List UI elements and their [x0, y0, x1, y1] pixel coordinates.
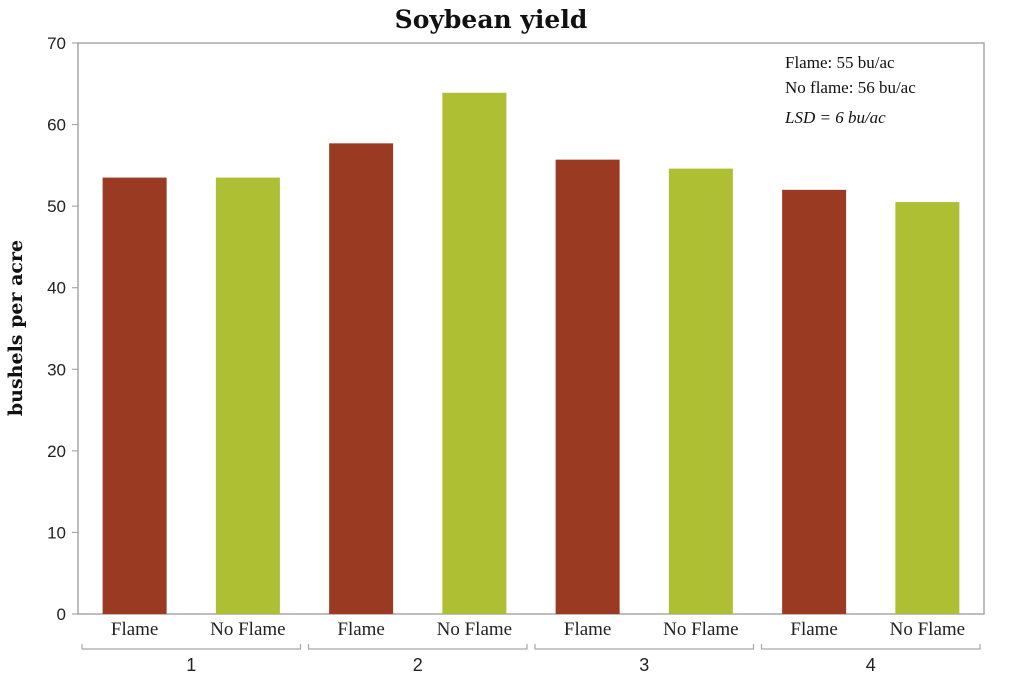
x-category-label: Flame: [564, 619, 612, 640]
group-labels: 1 2 3 4: [81, 644, 981, 675]
y-tick-label: 50: [47, 197, 66, 216]
chart-title: Soybean yield: [395, 5, 588, 34]
group-bracket: [81, 644, 302, 650]
bar: [215, 177, 280, 615]
group-label: 3: [639, 655, 649, 675]
x-category-label: No Flame: [210, 619, 285, 640]
category-labels: Flame No Flame Flame No Flame Flame No Flame F…: [111, 619, 965, 640]
y-tick-label: 60: [47, 116, 66, 135]
annotation-lsd: LSD = 6 bu/ac: [784, 108, 886, 127]
x-category-label: Flame: [111, 619, 159, 640]
y-tick-label: 70: [47, 34, 66, 53]
plot-area-frame: [77, 42, 985, 615]
y-tick-label: 0: [57, 605, 66, 624]
y-tick-label: 10: [47, 523, 66, 542]
bar: [442, 92, 507, 615]
y-axis: 0 10 20 30 40 50 60 70: [47, 34, 78, 624]
bar: [782, 189, 847, 615]
bar: [555, 159, 620, 614]
x-category-label: Flame: [790, 619, 838, 640]
group-bracket: [534, 644, 755, 650]
bar: [329, 143, 394, 614]
bar: [895, 202, 960, 615]
group-label: 4: [866, 655, 876, 675]
x-category-label: No Flame: [663, 619, 738, 640]
group-bracket: [760, 644, 981, 650]
y-tick-label: 40: [47, 279, 66, 298]
group-label: 1: [186, 655, 196, 675]
annotation-flame-mean: Flame: 55 bu/ac: [785, 53, 895, 72]
y-axis-label: bushels per acre: [5, 240, 27, 416]
bar: [668, 168, 733, 614]
y-tick-label: 30: [47, 360, 66, 379]
bar: [102, 177, 167, 615]
x-category-label: No Flame: [437, 619, 512, 640]
group-bracket: [307, 644, 528, 650]
x-category-label: No Flame: [890, 619, 965, 640]
x-category-label: Flame: [337, 619, 385, 640]
annotation-no-flame-mean: No flame: 56 bu/ac: [785, 78, 916, 97]
summary-annotations: Flame: 55 bu/ac No flame: 56 bu/ac LSD =…: [784, 53, 916, 127]
group-label: 2: [413, 655, 423, 675]
y-tick-label: 20: [47, 442, 66, 461]
bars: [102, 92, 960, 615]
